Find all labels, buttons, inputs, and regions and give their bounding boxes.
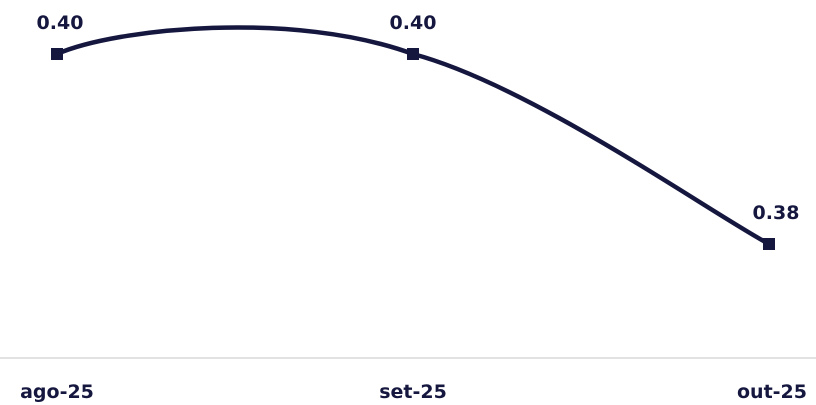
x-tick-labels: ago-25 set-25 out-25 [20,381,807,403]
x-tick-label-set-25: set-25 [379,381,447,403]
data-point-out-25 [763,238,775,250]
data-point-set-25 [407,48,419,60]
data-points [51,48,775,250]
data-label-set-25: 0.40 [390,12,437,34]
x-tick-label-ago-25: ago-25 [20,381,94,403]
data-label-out-25: 0.38 [753,202,800,224]
data-labels: 0.40 0.40 0.38 [37,12,800,224]
data-point-ago-25 [51,48,63,60]
data-label-ago-25: 0.40 [37,12,84,34]
x-tick-label-out-25: out-25 [737,381,807,403]
